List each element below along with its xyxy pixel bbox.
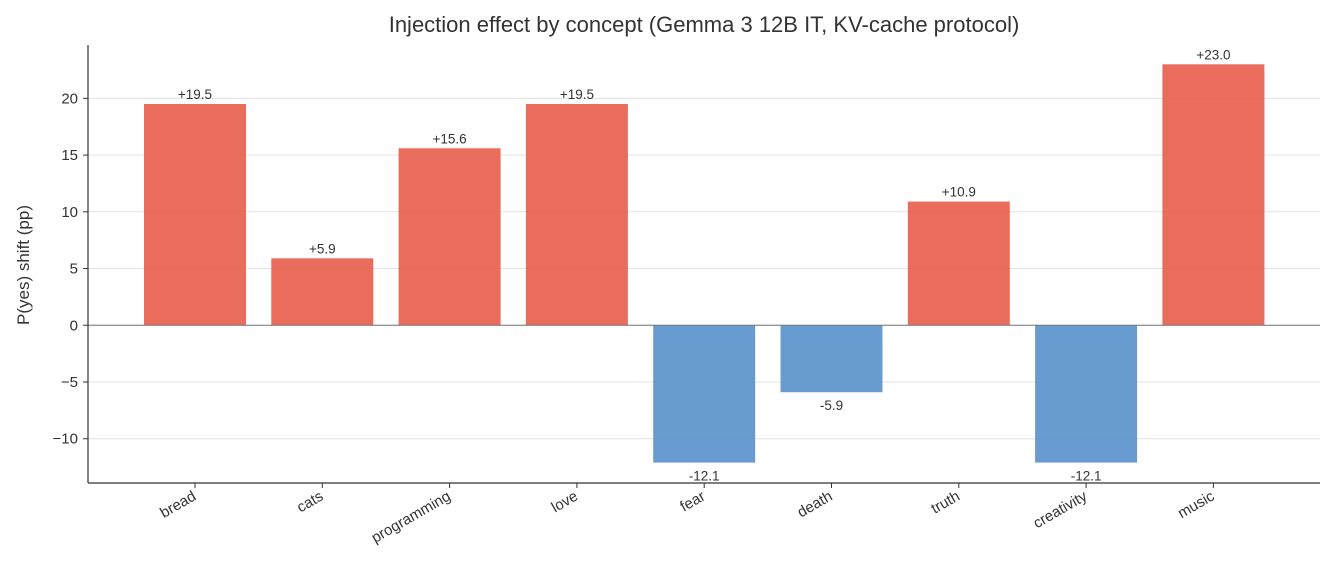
x-tick-label: music [1175,487,1218,522]
bar-programming [398,148,501,326]
data-label: +19.5 [178,87,212,102]
bar-love [525,104,628,326]
x-tick-label: creativity [1030,487,1090,532]
y-axis-label: P(yes) shift (pp) [14,205,33,325]
bar-cats [271,258,374,326]
data-label: -12.1 [1071,469,1102,484]
bar-bread [144,104,246,326]
y-tick-label: 20 [61,90,78,107]
bar-fear [653,325,756,463]
y-tick-label: 15 [61,147,78,164]
y-tick-label: 0 [70,317,78,334]
data-label: +10.9 [942,185,976,200]
data-labels: +19.5 +5.9 +15.6 +19.5 -12.1 -5.9 +10.9 -12.1 +2… [178,47,1231,483]
x-tick-label: love [549,488,581,516]
bar-truth [907,201,1010,326]
data-label: -5.9 [820,398,843,413]
x-tick-label: bread [157,488,199,522]
y-tick-label: −10 [53,431,78,448]
chart-title: Injection effect by concept (Gemma 3 12B… [389,12,1020,37]
bar-creativity [1035,325,1138,463]
bar-death [780,325,883,393]
bar-music [1162,64,1265,326]
data-label: +23.0 [1196,47,1230,62]
y-tick-label: 5 [70,261,78,278]
x-tick-label: programming [369,488,454,547]
data-label: -12.1 [689,469,720,484]
bars [144,64,1265,463]
x-tick-label: death [794,488,835,521]
data-label: +19.5 [560,87,594,102]
x-tick-label: truth [928,488,962,518]
y-tick-label: 10 [61,204,78,221]
x-tick-label: cats [294,488,326,516]
y-tick-label: −5 [61,374,78,391]
data-label: +15.6 [433,131,467,146]
x-tick-label: fear [677,488,708,516]
data-label: +5.9 [309,241,336,256]
